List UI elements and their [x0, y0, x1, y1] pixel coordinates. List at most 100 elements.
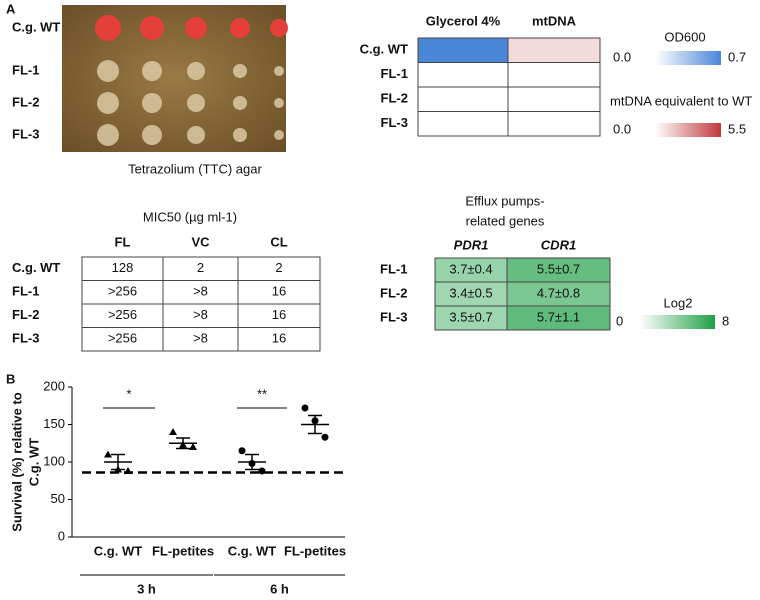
heat-cell	[417, 111, 509, 137]
cell-text: 5.7±1.1	[537, 309, 580, 324]
colony-spot	[274, 66, 284, 76]
cell-text: 2	[275, 260, 282, 275]
colony-spot	[97, 124, 119, 146]
panel-label: A	[6, 1, 16, 16]
y-tick-label: 200	[43, 378, 65, 393]
colony-spot	[230, 18, 250, 38]
plate-row-label: C.g. WT	[12, 19, 60, 34]
significance-label: **	[257, 386, 267, 401]
group-label: 6 h	[270, 581, 289, 596]
x-tick-label: FL-petites	[152, 543, 214, 558]
legend-min: 0.0	[613, 121, 631, 136]
heat-cell	[507, 86, 601, 112]
row-label: FL-3	[381, 115, 408, 130]
colony-spot	[142, 61, 162, 81]
heat-cell	[507, 37, 601, 63]
heat-cell	[506, 305, 611, 331]
colony-spot	[97, 92, 119, 114]
x-tick-label: C.g. WT	[228, 543, 276, 558]
heat-cell	[507, 111, 601, 137]
data-point	[301, 404, 309, 412]
colony-spot	[140, 16, 164, 40]
x-tick-label: FL-petites	[284, 543, 346, 558]
heat-cell	[506, 257, 611, 283]
legend-gradient	[655, 123, 721, 137]
heat-cell	[434, 305, 508, 331]
heat-cell	[507, 62, 601, 88]
cell-text: 128	[112, 260, 134, 275]
cell-text: 2	[197, 260, 204, 275]
column-header: VC	[191, 234, 210, 249]
x-tick-label: C.g. WT	[94, 543, 142, 558]
row-label: FL-2	[381, 91, 408, 106]
legend-min: 0.0	[613, 49, 631, 64]
row-label: FL-2	[380, 285, 407, 300]
cell-text: >256	[108, 331, 137, 346]
legend-gradient	[655, 51, 721, 65]
colony-spot	[185, 17, 207, 39]
colony-spot	[270, 19, 288, 37]
cell-text: 3.7±0.4	[449, 261, 492, 276]
table-title: MIC50 (µg ml-1)	[143, 209, 237, 224]
colony-spot	[233, 96, 247, 110]
cell-text: 16	[272, 331, 286, 346]
cell-text: >256	[108, 307, 137, 322]
heat-cell	[417, 62, 509, 88]
group-label: 3 h	[137, 581, 156, 596]
data-point	[124, 467, 132, 474]
cell-text: >256	[108, 284, 137, 299]
colony-spot	[233, 64, 247, 78]
colony-spot	[274, 98, 284, 108]
row-label: FL-1	[12, 284, 39, 299]
y-tick-label: 100	[43, 453, 65, 468]
legend-title: Log2	[664, 295, 693, 310]
legend-title: mtDNA equivalent to WT	[610, 93, 752, 108]
colony-spot	[187, 126, 205, 144]
row-label: FL-1	[380, 261, 407, 276]
heat-cell	[434, 281, 508, 307]
y-axis-label: C.g. WT	[26, 438, 41, 486]
heat-cell	[417, 86, 509, 112]
table-title: Efflux pumps-	[465, 193, 544, 208]
y-tick-label: 150	[43, 416, 65, 431]
cell-text: 3.4±0.5	[449, 285, 492, 300]
data-point	[169, 428, 177, 435]
colony-spot	[187, 94, 205, 112]
y-axis-label: Survival (%) relative to	[9, 392, 24, 531]
row-label: FL-1	[381, 66, 408, 81]
y-tick-label: 50	[51, 491, 65, 506]
column-header: Glycerol 4%	[426, 13, 501, 28]
cell-text: >8	[193, 307, 208, 322]
colony-spot	[187, 62, 205, 80]
table-title: related genes	[466, 213, 545, 228]
plate-row-label: FL-2	[12, 94, 39, 109]
legend-max: 0.7	[728, 49, 746, 64]
colony-spot	[233, 128, 247, 142]
cell-text: >8	[193, 284, 208, 299]
data-point	[248, 460, 256, 467]
heat-cell	[417, 37, 509, 63]
colony-spot	[95, 15, 121, 41]
cell-text: >8	[193, 331, 208, 346]
column-header: PDR1	[454, 237, 489, 252]
row-label: FL-3	[12, 331, 39, 346]
data-point	[114, 465, 122, 473]
colony-spot	[274, 130, 284, 140]
data-point	[321, 433, 329, 441]
column-header: CL	[270, 234, 287, 249]
cell-text: 4.7±0.8	[537, 285, 580, 300]
column-header: CDR1	[541, 237, 576, 252]
table-cell	[237, 327, 321, 352]
colony-spot	[142, 125, 162, 145]
legend-max: 8	[722, 313, 729, 328]
cell-text: 16	[272, 307, 286, 322]
legend-min: 0	[616, 313, 623, 328]
data-point	[104, 450, 112, 458]
row-label: FL-2	[12, 307, 39, 322]
plate-row-label: FL-1	[12, 62, 39, 77]
data-point	[179, 440, 187, 448]
row-label: FL-3	[380, 309, 407, 324]
plate-caption: Tetrazolium (TTC) agar	[128, 161, 262, 176]
cell-text: 3.5±0.7	[449, 309, 492, 324]
